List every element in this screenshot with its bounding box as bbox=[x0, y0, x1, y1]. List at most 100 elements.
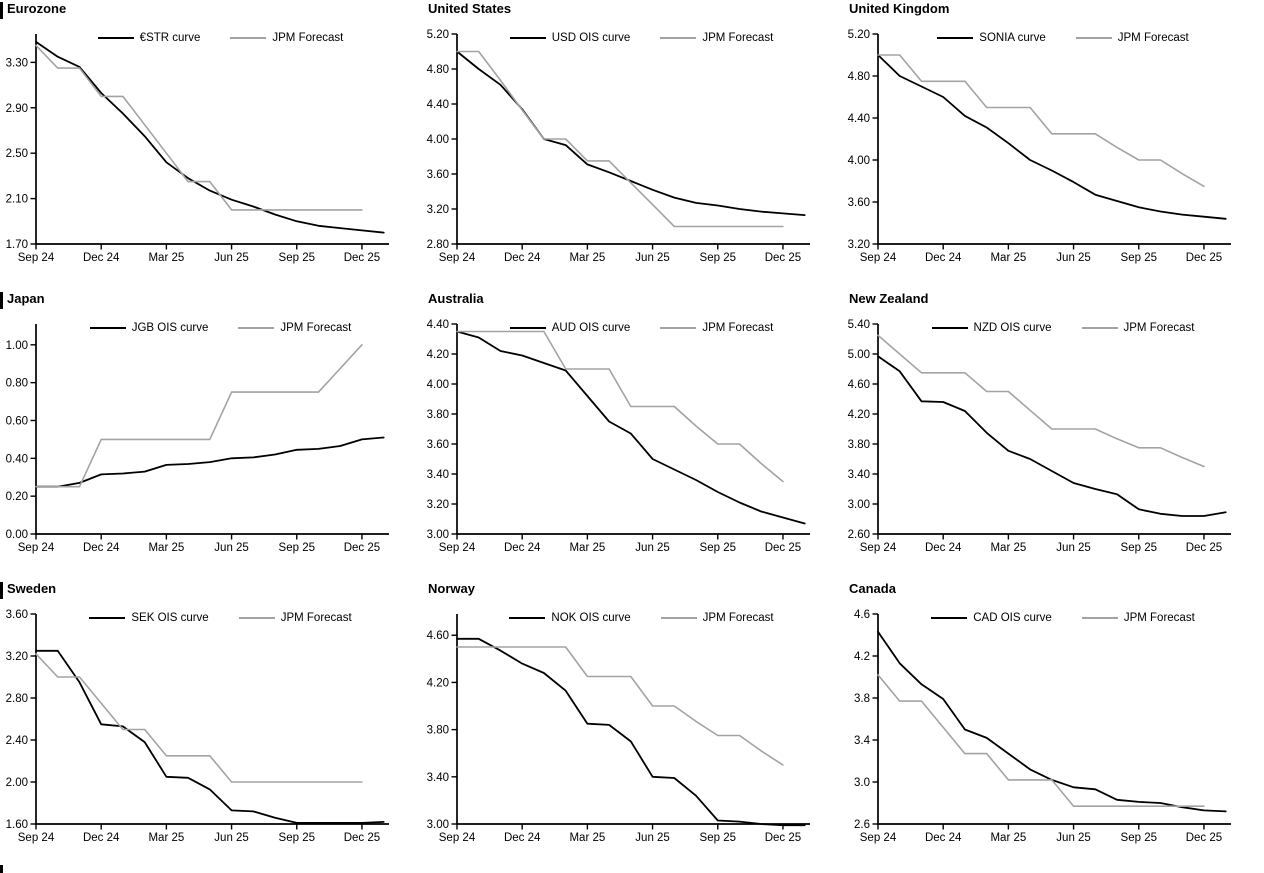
axes bbox=[456, 614, 810, 825]
chart-australia: Australia 3.00 3.20 3.40 3.60 3.80 4.00 4.20 4.… bbox=[421, 290, 842, 580]
x-tick-label: Dec 25 bbox=[344, 542, 380, 554]
series-line-jpm-forecast bbox=[456, 330, 784, 483]
series-line-sonia-curve bbox=[877, 54, 1227, 220]
axes bbox=[456, 34, 810, 245]
x-tick-label: Jun 25 bbox=[214, 832, 249, 844]
x-tick-label: Sep 24 bbox=[860, 832, 897, 844]
axes bbox=[35, 34, 389, 245]
y-tick-label: 2.00 bbox=[6, 777, 28, 789]
chart-title: United States bbox=[428, 1, 512, 16]
y-tick-label: 4.60 bbox=[848, 379, 870, 391]
series-line-jgb-ois-curve bbox=[35, 436, 385, 488]
chart-plot: 0.00 0.20 0.40 0.60 0.80 1.00 Sep 24 Dec 24 Mar … bbox=[6, 324, 389, 554]
x-tick-label: Sep 25 bbox=[1121, 542, 1157, 554]
y-tick-label: 3.20 bbox=[427, 204, 449, 216]
y-tick-label: 3.8 bbox=[854, 693, 870, 705]
axes bbox=[877, 614, 1231, 825]
y-tick-label: 0.00 bbox=[6, 529, 28, 541]
section-edge-bar bbox=[0, 2, 3, 19]
y-tick-label: 2.60 bbox=[848, 529, 870, 541]
axes bbox=[456, 324, 810, 535]
x-tick-label: Mar 25 bbox=[569, 542, 605, 554]
y-tick-label: 4.00 bbox=[427, 134, 449, 146]
y-tick-label: 2.40 bbox=[6, 735, 28, 747]
y-tick-label: 3.60 bbox=[6, 609, 28, 621]
chart-title: Sweden bbox=[7, 581, 57, 596]
y-tick-label: 1.60 bbox=[6, 819, 28, 831]
y-tick-label: 3.20 bbox=[427, 499, 449, 511]
chart-plot: 3.20 3.60 4.00 4.40 4.80 5.20 Sep 24 Dec 24 Mar … bbox=[848, 29, 1231, 264]
x-tick-label: Dec 24 bbox=[925, 832, 962, 844]
y-tick-label: 2.90 bbox=[6, 103, 28, 115]
chart-plot: 3.00 3.20 3.40 3.60 3.80 4.00 4.20 4.40 Sep 24 De… bbox=[427, 319, 810, 554]
y-tick-label: 3.80 bbox=[427, 725, 449, 737]
x-tick-label: Jun 25 bbox=[214, 542, 249, 554]
x-tick-label: Dec 24 bbox=[925, 542, 962, 554]
y-tick-label: 3.4 bbox=[854, 735, 871, 747]
y-tick-label: 3.40 bbox=[848, 469, 870, 481]
x-tick-label: Mar 25 bbox=[148, 252, 184, 264]
x-tick-label: Dec 24 bbox=[83, 252, 120, 264]
chart-title: Norway bbox=[428, 581, 475, 596]
x-tick-label: Sep 25 bbox=[1121, 832, 1157, 844]
series-line-jpm-forecast bbox=[456, 50, 784, 228]
y-tick-label: 3.60 bbox=[848, 197, 870, 209]
chart-title: Eurozone bbox=[7, 1, 67, 16]
y-tick-label: 4.40 bbox=[848, 113, 870, 125]
x-tick-label: Dec 25 bbox=[1186, 542, 1222, 554]
x-tick-label: Dec 25 bbox=[765, 542, 801, 554]
x-tick-label: Sep 25 bbox=[279, 252, 315, 264]
y-tick-label: 2.50 bbox=[6, 148, 28, 160]
y-tick-label: 3.00 bbox=[848, 499, 870, 511]
x-tick-label: Sep 24 bbox=[18, 252, 55, 264]
section-edge-bar bbox=[0, 292, 3, 309]
x-tick-label: Dec 25 bbox=[765, 832, 801, 844]
chart-title: New Zealand bbox=[849, 291, 929, 306]
x-tick-label: Sep 24 bbox=[18, 542, 55, 554]
x-tick-label: Dec 25 bbox=[344, 832, 380, 844]
y-tick-label: 5.00 bbox=[848, 349, 870, 361]
y-tick-label: 3.20 bbox=[848, 239, 870, 251]
chart-plot: 2.80 3.20 3.60 4.00 4.40 4.80 5.20 Sep 24 Dec 24… bbox=[427, 29, 810, 264]
x-tick-label: Jun 25 bbox=[1056, 832, 1091, 844]
y-tick-label: 2.6 bbox=[854, 819, 870, 831]
chart-plot: 2.6 3.0 3.4 3.8 4.2 4.6 Sep 24 Dec 24 Mar 25 Jun … bbox=[854, 609, 1231, 844]
x-tick-label: Sep 24 bbox=[439, 832, 476, 844]
x-tick-label: Sep 25 bbox=[700, 542, 736, 554]
series-line-jpm-forecast bbox=[877, 54, 1205, 188]
series-line-jpm-forecast bbox=[877, 674, 1205, 807]
chart-united-kingdom: United Kingdom 3.20 3.60 4.00 4.40 4.80 5.20 S… bbox=[842, 0, 1264, 290]
series-line-nok-ois-curve bbox=[456, 637, 806, 827]
y-tick-label: 3.00 bbox=[427, 529, 449, 541]
y-tick-label: 4.80 bbox=[848, 71, 870, 83]
y-tick-label: 3.60 bbox=[427, 439, 449, 451]
chart-title: Australia bbox=[428, 291, 484, 306]
chart-plot: 3.00 3.40 3.80 4.20 4.60 Sep 24 Dec 24 Mar 25 Ju… bbox=[427, 614, 810, 844]
x-tick-label: Dec 24 bbox=[504, 542, 541, 554]
y-tick-label: 4.80 bbox=[427, 64, 449, 76]
y-tick-label: 0.60 bbox=[6, 415, 28, 427]
y-tick-label: 3.80 bbox=[848, 439, 870, 451]
y-tick-label: 5.20 bbox=[848, 29, 870, 41]
series-line-jpm-forecast bbox=[35, 653, 363, 783]
y-tick-label: 3.30 bbox=[6, 57, 28, 69]
x-tick-label: Mar 25 bbox=[569, 252, 605, 264]
x-tick-label: Dec 25 bbox=[344, 252, 380, 264]
x-tick-label: Sep 24 bbox=[439, 252, 476, 264]
x-tick-label: Sep 24 bbox=[860, 252, 897, 264]
y-tick-label: 0.20 bbox=[6, 491, 28, 503]
y-tick-label: 4.00 bbox=[427, 379, 449, 391]
y-tick-label: 3.80 bbox=[427, 409, 449, 421]
y-tick-label: 3.40 bbox=[427, 469, 449, 481]
y-tick-label: 4.60 bbox=[427, 630, 449, 642]
chart-title: United Kingdom bbox=[849, 1, 950, 16]
x-tick-label: Sep 25 bbox=[279, 542, 315, 554]
y-tick-label: 5.40 bbox=[848, 319, 870, 331]
series-line-jpm-forecast bbox=[877, 334, 1205, 468]
chart-title: Canada bbox=[849, 581, 896, 596]
x-tick-label: Jun 25 bbox=[1056, 252, 1091, 264]
x-tick-label: Sep 24 bbox=[860, 542, 897, 554]
y-tick-label: 0.40 bbox=[6, 453, 28, 465]
x-tick-label: Dec 24 bbox=[504, 252, 541, 264]
y-tick-label: 0.80 bbox=[6, 378, 28, 390]
